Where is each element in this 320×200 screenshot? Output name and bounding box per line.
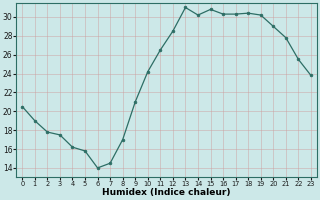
X-axis label: Humidex (Indice chaleur): Humidex (Indice chaleur) bbox=[102, 188, 231, 197]
